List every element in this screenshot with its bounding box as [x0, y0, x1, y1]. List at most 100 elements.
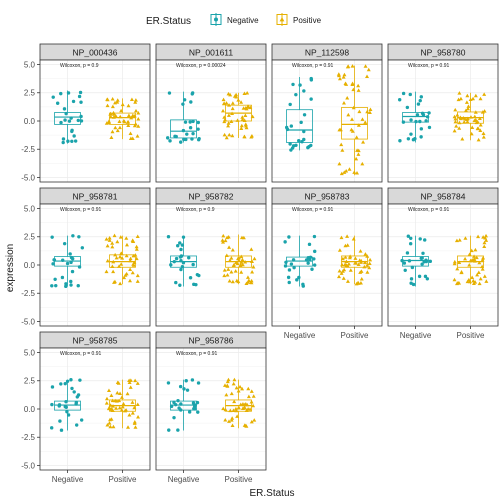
data-point: [223, 238, 228, 243]
data-point: [245, 275, 250, 279]
data-point: [341, 100, 346, 105]
data-point: [127, 378, 132, 382]
data-point: [409, 132, 413, 136]
data-point: [74, 423, 79, 427]
data-point: [409, 118, 413, 122]
data-point: [309, 143, 313, 148]
data-point: [456, 97, 461, 102]
data-point: [228, 92, 233, 97]
data-point: [108, 403, 113, 407]
data-point: [289, 124, 294, 128]
data-point: [297, 275, 301, 280]
data-point: [229, 418, 234, 422]
data-point: [196, 127, 200, 131]
data-point: [118, 235, 123, 239]
data-point: [105, 423, 110, 427]
data-point: [112, 233, 117, 238]
data-point: [477, 281, 482, 286]
panel-np_958784: NP_958784 Wilcoxon, p = 0.91 Negative Posit…: [387, 187, 499, 340]
data-point: [176, 398, 180, 403]
panels: NP_000436 Wilcoxon, p = 0.9 -5.0 -2.5 0.0 2.5…: [21, 43, 499, 484]
box: [109, 112, 136, 125]
data-point: [172, 259, 176, 264]
data-point: [192, 404, 197, 408]
data-point: [133, 425, 138, 429]
data-point: [133, 122, 138, 126]
data-point: [243, 260, 248, 264]
data-point: [301, 282, 305, 287]
data-point: [196, 410, 200, 414]
data-point: [242, 406, 247, 410]
data-point: [414, 119, 418, 124]
data-point: [180, 243, 185, 247]
data-point: [453, 107, 458, 112]
data-point: [423, 274, 428, 279]
panel-np_958783: NP_958783 Wilcoxon, p = 0.91 Negative Posit…: [271, 187, 383, 340]
data-point: [68, 252, 72, 256]
data-point: [179, 140, 183, 144]
data-point: [64, 111, 68, 116]
data-point: [127, 380, 132, 385]
data-point: [245, 402, 250, 407]
data-point: [225, 273, 230, 277]
stat-label: Wilcoxon, p = 0.91: [292, 207, 333, 213]
data-point: [294, 92, 298, 97]
data-point: [473, 280, 478, 284]
data-point: [250, 270, 255, 274]
data-point: [248, 280, 253, 284]
data-point: [236, 98, 241, 102]
data-point: [234, 94, 239, 99]
data-point: [454, 124, 459, 128]
legend-key-positive: [276, 13, 288, 26]
data-point: [229, 269, 234, 274]
data-point: [482, 240, 487, 245]
data-point: [125, 391, 130, 396]
data-point: [50, 402, 54, 407]
data-point: [133, 100, 138, 104]
data-point: [63, 404, 67, 409]
panel-np_958781: NP_958781 Wilcoxon, p = 0.91 -5.0 -2.5 0.0 2.…: [21, 187, 151, 327]
data-point: [221, 97, 226, 102]
data-point: [341, 75, 346, 79]
data-point: [361, 140, 366, 144]
data-point: [421, 113, 426, 117]
data-point: [418, 237, 422, 241]
data-point: [111, 404, 116, 408]
data-point: [356, 262, 361, 267]
data-point: [309, 97, 313, 101]
data-point: [398, 139, 402, 143]
data-point: [65, 410, 69, 414]
data-point: [113, 125, 118, 130]
data-point: [129, 115, 134, 120]
data-point: [134, 244, 139, 249]
panel-border: [271, 203, 383, 327]
data-point: [133, 108, 138, 113]
data-point: [465, 116, 470, 121]
panel-np_958782: NP_958782 Wilcoxon, p = 0.9: [155, 187, 267, 327]
data-point: [480, 110, 485, 114]
data-point: [236, 258, 241, 263]
data-point: [124, 236, 129, 240]
data-point: [131, 239, 136, 243]
data-point: [356, 280, 361, 285]
data-point: [79, 119, 84, 123]
data-point: [251, 403, 256, 408]
data-point: [363, 252, 368, 256]
data-point: [221, 108, 226, 113]
data-point: [188, 120, 192, 124]
data-point: [244, 125, 249, 130]
data-point: [230, 133, 235, 138]
data-point: [466, 104, 471, 108]
data-point: [344, 259, 349, 264]
data-point: [226, 267, 231, 271]
data-point: [173, 402, 178, 407]
data-point: [252, 418, 257, 422]
data-point: [128, 267, 133, 272]
data-point: [64, 284, 68, 289]
data-point: [226, 123, 231, 128]
data-point: [110, 244, 115, 249]
box-positive: [221, 377, 257, 429]
data-point: [179, 402, 183, 406]
data-point: [111, 259, 116, 264]
data-point: [478, 96, 483, 101]
